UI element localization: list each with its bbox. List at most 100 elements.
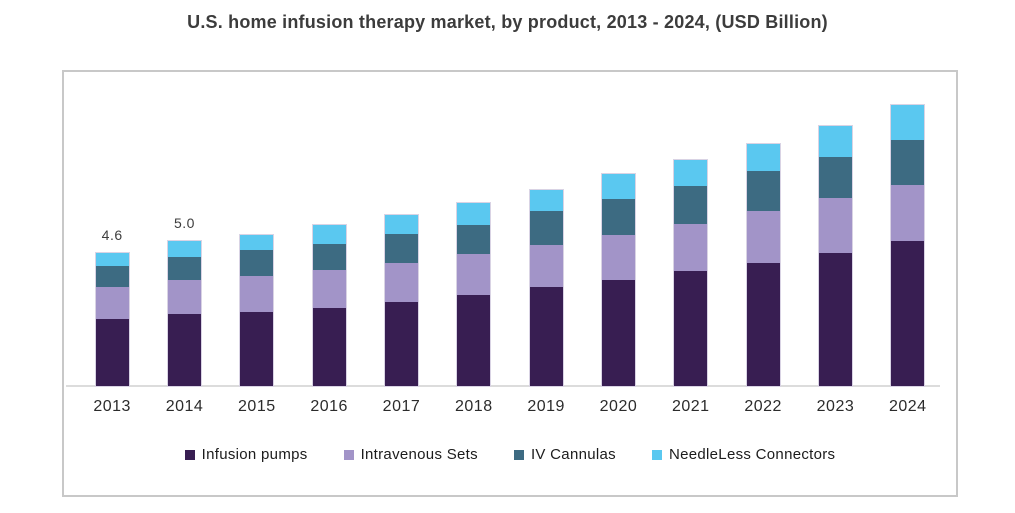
- bar-segment-iv-cannulas[interactable]: [746, 171, 780, 211]
- x-axis-label-2023: 2023: [816, 398, 855, 415]
- legend-item-iv-cannulas[interactable]: IV Cannulas: [513, 446, 616, 463]
- stacked-bar-2015[interactable]: [239, 234, 275, 387]
- bar-group-2017: [365, 72, 437, 387]
- bar-segment-needleless-connectors[interactable]: [167, 241, 201, 258]
- bar-segment-infusion-pumps[interactable]: [312, 307, 346, 386]
- legend-item-needleless-connectors[interactable]: NeedleLess Connectors: [651, 446, 836, 463]
- bar-segment-infusion-pumps[interactable]: [457, 294, 491, 386]
- bar-segment-intravenous-sets[interactable]: [674, 223, 708, 272]
- bar-segment-intravenous-sets[interactable]: [457, 254, 491, 295]
- bar-segment-iv-cannulas[interactable]: [167, 257, 201, 281]
- stacked-bar-2022[interactable]: [745, 142, 781, 387]
- stacked-bar-2021[interactable]: [673, 158, 709, 387]
- bar-segment-needleless-connectors[interactable]: [529, 190, 563, 211]
- bar-group-2016: [293, 72, 365, 387]
- bar-segment-needleless-connectors[interactable]: [674, 159, 708, 186]
- bar-segment-iv-cannulas[interactable]: [240, 249, 274, 276]
- x-axis-label-2020: 2020: [599, 398, 638, 415]
- chart-title: U.S. home infusion therapy market, by pr…: [187, 12, 828, 32]
- bar-segment-intravenous-sets[interactable]: [818, 197, 852, 253]
- bar-segment-infusion-pumps[interactable]: [529, 287, 563, 386]
- bar-segment-infusion-pumps[interactable]: [384, 301, 418, 386]
- bar-segment-infusion-pumps[interactable]: [891, 241, 925, 386]
- bar-segment-intravenous-sets[interactable]: [746, 210, 780, 263]
- legend-label-needleless-connectors: NeedleLess Connectors: [668, 446, 836, 463]
- bar-segment-needleless-connectors[interactable]: [891, 104, 925, 140]
- bar-segment-infusion-pumps[interactable]: [167, 313, 201, 386]
- stacked-bar-2018[interactable]: [456, 202, 492, 387]
- legend-swatch-iv-cannulas: [513, 449, 524, 460]
- bar-segment-iv-cannulas[interactable]: [312, 243, 346, 271]
- bar-group-2014: 5.0: [148, 72, 220, 387]
- bar-segment-iv-cannulas[interactable]: [384, 233, 418, 263]
- bar-group-2023: [799, 72, 871, 387]
- bar-segment-intravenous-sets[interactable]: [312, 270, 346, 308]
- x-axis-label-2015: 2015: [238, 398, 276, 415]
- x-axis-label-2022: 2022: [744, 398, 782, 415]
- bar-segment-infusion-pumps[interactable]: [95, 319, 129, 386]
- bar-segment-intravenous-sets[interactable]: [384, 262, 418, 302]
- stacked-bar-2020[interactable]: [600, 173, 636, 387]
- bar-segment-intravenous-sets[interactable]: [240, 275, 274, 313]
- x-axis-label-2018: 2018: [455, 398, 493, 415]
- x-axis-label-2014: 2014: [165, 398, 204, 415]
- legend-swatch-infusion-pumps: [184, 449, 195, 460]
- bar-group-2019: [510, 72, 582, 387]
- bar-segment-needleless-connectors[interactable]: [457, 203, 491, 226]
- bar-segment-needleless-connectors[interactable]: [240, 235, 274, 250]
- bar-segment-needleless-connectors[interactable]: [818, 126, 852, 157]
- bar-segment-needleless-connectors[interactable]: [601, 174, 635, 199]
- bar-segment-needleless-connectors[interactable]: [384, 214, 418, 234]
- x-axis-label-2024: 2024: [888, 398, 927, 415]
- legend-label-infusion-pumps: Infusion pumps: [201, 446, 308, 463]
- legend-item-intravenous-sets[interactable]: Intravenous Sets: [343, 446, 478, 463]
- x-axis-label-2019: 2019: [527, 398, 565, 415]
- x-axis-line: [66, 385, 940, 387]
- x-axis-label-2016: 2016: [310, 398, 348, 415]
- bar-segment-iv-cannulas[interactable]: [674, 185, 708, 224]
- bar-value-label-2014: 5.0: [174, 215, 195, 232]
- bar-segment-needleless-connectors[interactable]: [312, 225, 346, 244]
- bar-segment-iv-cannulas[interactable]: [529, 210, 563, 246]
- bar-group-2018: [438, 72, 510, 387]
- bar-segment-infusion-pumps[interactable]: [601, 280, 635, 386]
- bar-segment-iv-cannulas[interactable]: [95, 265, 129, 288]
- bar-segment-infusion-pumps[interactable]: [746, 262, 780, 386]
- legend-item-infusion-pumps[interactable]: Infusion pumps: [184, 446, 308, 463]
- stacked-bar-2014[interactable]: [166, 240, 202, 387]
- bar-segment-needleless-connectors[interactable]: [95, 252, 129, 266]
- bar-segment-infusion-pumps[interactable]: [240, 312, 274, 386]
- bar-segment-intravenous-sets[interactable]: [601, 235, 635, 281]
- stacked-bar-2023[interactable]: [817, 125, 853, 387]
- stacked-bar-2017[interactable]: [383, 213, 419, 387]
- bar-segment-intravenous-sets[interactable]: [529, 245, 563, 288]
- bar-segment-infusion-pumps[interactable]: [674, 271, 708, 386]
- bar-segment-iv-cannulas[interactable]: [601, 198, 635, 236]
- plot-area: 4.6 5.0: [76, 72, 944, 387]
- bar-segment-iv-cannulas[interactable]: [457, 225, 491, 255]
- bar-group-2024: [872, 72, 944, 387]
- x-axis-label-2017: 2017: [382, 398, 421, 415]
- bar-group-2015: [221, 72, 293, 387]
- x-axis-label-2013: 2013: [93, 398, 131, 415]
- chart-frame: 4.6 5.0 2013 2014 2015 2016 2017 2018 2019 2020 2…: [62, 70, 958, 497]
- bar-segment-intravenous-sets[interactable]: [167, 280, 201, 314]
- bar-segment-intravenous-sets[interactable]: [95, 287, 129, 320]
- bar-segment-needleless-connectors[interactable]: [746, 143, 780, 172]
- legend-label-intravenous-sets: Intravenous Sets: [360, 446, 478, 463]
- bar-value-label-2013: 4.6: [101, 226, 123, 243]
- bar-segment-intravenous-sets[interactable]: [891, 184, 925, 241]
- legend-label-iv-cannulas: IV Cannulas: [530, 446, 616, 463]
- legend-swatch-intravenous-sets: [343, 449, 354, 460]
- stacked-bar-2024[interactable]: [890, 103, 926, 387]
- stacked-bar-2016[interactable]: [311, 224, 347, 387]
- bar-group-2021: [655, 72, 727, 387]
- x-axis-labels: 2013 2014 2015 2016 2017 2018 2019 2020 2021 2022…: [64, 398, 956, 416]
- bar-group-2020: [582, 72, 654, 387]
- bar-segment-iv-cannulas[interactable]: [891, 139, 925, 185]
- stacked-bar-2013[interactable]: [94, 251, 130, 387]
- bar-segment-iv-cannulas[interactable]: [818, 156, 852, 198]
- stacked-bar-2019[interactable]: [528, 189, 564, 387]
- bar-segment-infusion-pumps[interactable]: [818, 252, 852, 386]
